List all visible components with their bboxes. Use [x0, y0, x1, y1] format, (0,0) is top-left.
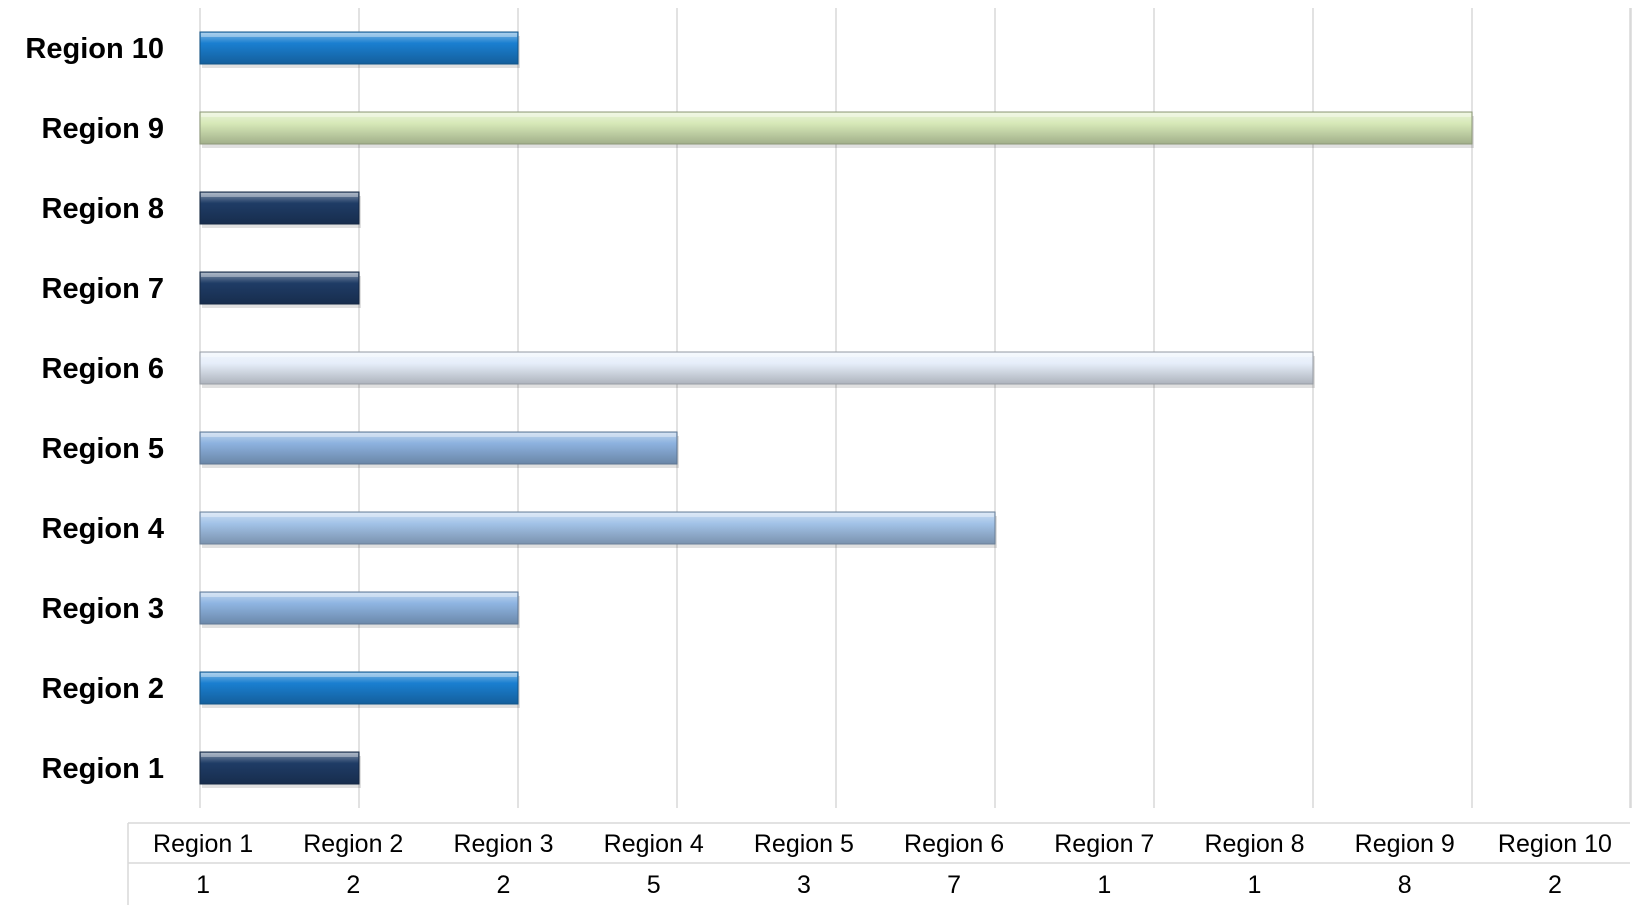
table-header-cell: Region 9 — [1355, 830, 1455, 858]
category-label: Region 4 — [42, 513, 164, 545]
bar — [199, 591, 520, 628]
category-label: Region 1 — [42, 753, 164, 785]
table-header-cell: Region 4 — [604, 830, 704, 858]
category-label: Region 3 — [42, 593, 164, 625]
category-label: Region 8 — [42, 193, 164, 225]
table-value-cell: 2 — [1548, 871, 1562, 899]
category-label: Region 9 — [42, 113, 164, 145]
bar — [199, 511, 997, 548]
bar — [199, 31, 520, 68]
category-label: Region 5 — [42, 433, 164, 465]
table-header-cell: Region 5 — [754, 830, 854, 858]
bars — [199, 31, 1474, 788]
table-header-cell: Region 2 — [303, 830, 403, 858]
category-label: Region 10 — [25, 33, 164, 65]
data-table: Region 1 1 Region 2 2 Region 3 2 Region 4 5 Regi… — [127, 822, 1630, 905]
table-value-cell: 2 — [346, 871, 360, 899]
table-value-cell: 8 — [1398, 871, 1412, 899]
category-label: Region 6 — [42, 353, 164, 385]
table-header-cell: Region 3 — [453, 830, 553, 858]
table-value-cell: 1 — [1248, 871, 1262, 899]
table-header-cell: Region 7 — [1054, 830, 1154, 858]
bar — [199, 191, 361, 228]
table-header-cell: Region 1 — [153, 830, 253, 858]
category-label: Region 2 — [42, 673, 164, 705]
table-header-cell: Region 6 — [904, 830, 1004, 858]
table-value-cell: 5 — [647, 871, 661, 899]
bar — [199, 351, 1315, 388]
table-header-cell: Region 8 — [1204, 830, 1304, 858]
bar — [199, 671, 520, 708]
bar — [199, 111, 1474, 148]
table-value-cell: 7 — [947, 871, 961, 899]
table-header-cell: Region 10 — [1498, 830, 1612, 858]
bar — [199, 431, 679, 468]
category-labels: Region 1 Region 2 Region 3 Region 4 Region 5… — [25, 33, 164, 785]
table-value-cell: 2 — [497, 871, 511, 899]
table-value-cell: 1 — [196, 871, 210, 899]
bar — [199, 751, 361, 788]
table-value-cell: 1 — [1097, 871, 1111, 899]
category-label: Region 7 — [42, 273, 164, 305]
table-value-cell: 3 — [797, 871, 811, 899]
bar — [199, 271, 361, 308]
